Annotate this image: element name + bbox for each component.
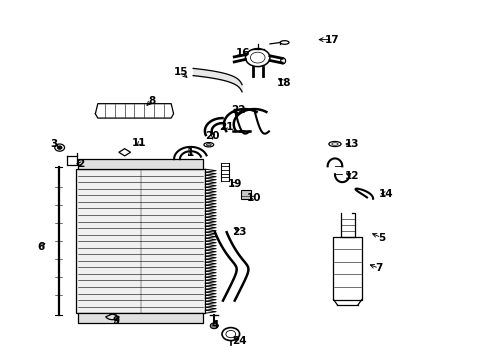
Text: 13: 13 (344, 139, 359, 149)
Circle shape (57, 146, 62, 149)
Text: 14: 14 (378, 189, 393, 199)
Text: 21: 21 (218, 122, 233, 132)
Text: 22: 22 (231, 105, 245, 115)
Text: 3: 3 (50, 139, 57, 149)
Bar (78, 313, 203, 323)
Text: 18: 18 (276, 78, 290, 88)
Text: 8: 8 (148, 96, 155, 106)
Text: 15: 15 (173, 67, 188, 77)
Text: 2: 2 (77, 159, 84, 169)
Text: 12: 12 (344, 171, 359, 181)
Bar (78, 159, 203, 169)
Text: 5: 5 (377, 233, 384, 243)
Text: 9: 9 (113, 316, 120, 326)
Bar (240, 190, 251, 199)
Text: 17: 17 (325, 35, 339, 45)
Text: 19: 19 (227, 179, 242, 189)
Text: 6: 6 (37, 242, 44, 252)
Text: 24: 24 (232, 336, 246, 346)
Text: 4: 4 (211, 320, 219, 330)
Bar (333, 237, 361, 300)
Text: 20: 20 (205, 131, 220, 141)
Text: 11: 11 (132, 138, 146, 148)
Circle shape (210, 323, 218, 329)
Text: 23: 23 (232, 227, 246, 237)
Bar (76, 169, 205, 313)
Text: 7: 7 (374, 263, 382, 273)
Text: 10: 10 (246, 193, 261, 203)
Text: 1: 1 (187, 148, 194, 158)
Ellipse shape (206, 144, 211, 146)
Text: 16: 16 (236, 48, 250, 58)
